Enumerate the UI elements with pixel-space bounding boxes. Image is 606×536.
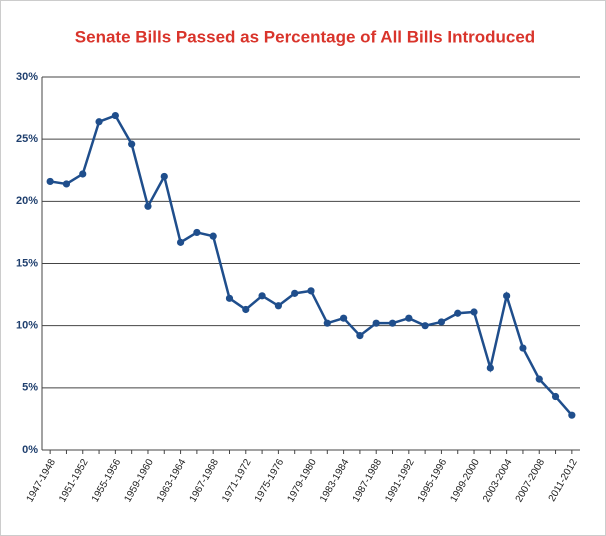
point xyxy=(209,232,217,240)
point xyxy=(193,228,201,237)
point xyxy=(128,140,136,148)
point xyxy=(551,392,560,401)
point xyxy=(470,308,478,316)
point xyxy=(340,314,348,322)
point xyxy=(144,202,152,210)
point xyxy=(160,172,168,181)
y-tick-label: 15% xyxy=(16,257,38,269)
point xyxy=(291,289,299,297)
point xyxy=(46,177,54,186)
point xyxy=(79,170,87,178)
point xyxy=(95,118,103,126)
point xyxy=(274,302,282,310)
chart-title: Senate Bills Passed as Percentage of All… xyxy=(75,27,535,46)
point xyxy=(535,375,543,383)
point xyxy=(356,332,364,340)
y-tick-label: 25% xyxy=(16,133,38,145)
point xyxy=(405,314,413,322)
y-tick-label: 20% xyxy=(16,195,38,207)
point xyxy=(421,322,429,330)
y-tick-label: 0% xyxy=(22,444,38,456)
point xyxy=(307,287,315,295)
point xyxy=(437,318,446,326)
point xyxy=(176,238,185,246)
point xyxy=(454,309,462,317)
point xyxy=(242,305,250,314)
point xyxy=(503,292,511,300)
point xyxy=(225,294,234,302)
point xyxy=(62,180,71,188)
y-tick-label: 10% xyxy=(16,320,38,332)
point xyxy=(323,319,331,327)
point xyxy=(372,319,380,327)
point xyxy=(388,319,397,327)
point xyxy=(519,344,527,352)
y-tick-label: 30% xyxy=(16,71,38,83)
point xyxy=(486,364,494,372)
y-tick-label: 5% xyxy=(22,382,38,394)
point xyxy=(568,411,576,419)
point xyxy=(111,111,119,120)
point xyxy=(258,292,266,300)
